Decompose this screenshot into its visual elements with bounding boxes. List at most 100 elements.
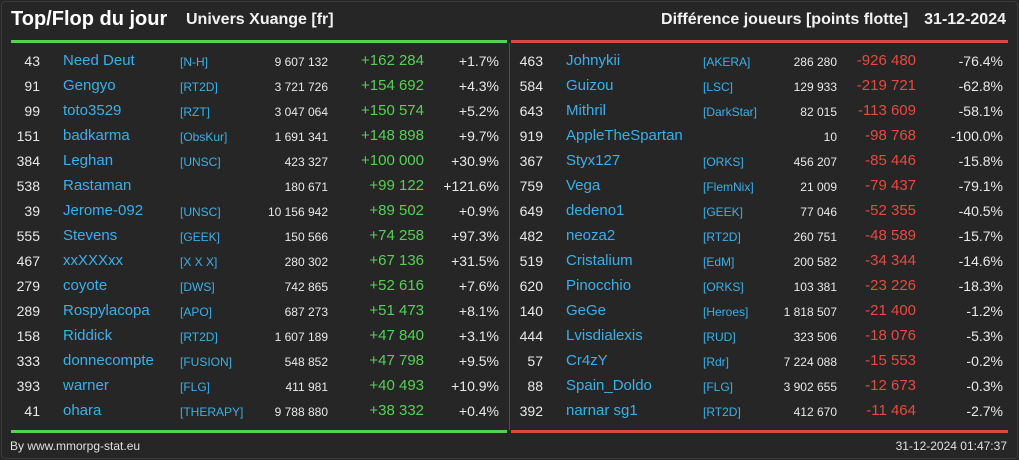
alliance-tag-link[interactable]: [GEEK] [703, 205, 744, 219]
alliance-tag-link[interactable]: [RT2D] [703, 405, 741, 419]
player-rank: 367 [519, 153, 543, 169]
player-name-link[interactable]: badkarma [63, 127, 130, 144]
player-name-link[interactable]: Pinocchio [566, 277, 632, 294]
player-points: 9 788 880 [274, 405, 328, 419]
player-rank: 140 [519, 303, 543, 319]
player-name-link[interactable]: Lvisdialexis [566, 327, 643, 344]
percent-change: +9.7% [458, 128, 499, 144]
player-rank: 289 [16, 303, 40, 319]
percent-change: +97.3% [451, 228, 499, 244]
player-name-link[interactable]: Vega [566, 177, 601, 194]
alliance-tag-link[interactable]: [N-H] [180, 55, 208, 69]
flop-row: 367 Styx127 [ORKS] 456 207 -85 446 -15.8% [511, 149, 1008, 174]
percent-change: -40.5% [958, 203, 1003, 219]
player-points: 3 047 064 [274, 105, 328, 119]
alliance-tag-link[interactable]: [UNSC] [180, 205, 221, 219]
player-name-link[interactable]: ohara [63, 402, 102, 419]
header-right: Différence joueurs [points flotte] 31-12-… [645, 11, 1006, 29]
player-name-link[interactable]: Stevens [63, 227, 118, 244]
alliance-tag-link[interactable]: [FLG] [703, 380, 734, 394]
alliance-tag-link[interactable]: [X X X] [180, 255, 218, 269]
player-points: 412 670 [793, 405, 837, 419]
percent-change: +10.9% [451, 378, 499, 394]
alliance-tag-link[interactable]: [FlemNix] [703, 180, 754, 194]
top-row: 289 Rospylacopa [APO] 687 273 +51 473 +8.1% [11, 299, 507, 324]
player-name-link[interactable]: GeGe [566, 302, 607, 319]
player-name-link[interactable]: Cristalium [566, 252, 633, 269]
player-name-link[interactable]: Rastaman [63, 177, 132, 194]
player-name-link[interactable]: xxXXXxx [63, 252, 124, 269]
player-name-link[interactable]: coyote [63, 277, 108, 294]
alliance-tag-link[interactable]: [RT2D] [180, 330, 218, 344]
player-points: 742 865 [284, 280, 328, 294]
player-name-link[interactable]: Mithril [566, 102, 606, 119]
player-rank: 463 [519, 53, 543, 69]
player-name-link[interactable]: narnar sg1 [566, 402, 638, 419]
player-name-link[interactable]: Gengyo [63, 77, 116, 94]
alliance-tag-link[interactable]: [UNSC] [180, 155, 221, 169]
player-name-link[interactable]: Styx127 [566, 152, 621, 169]
player-name-link[interactable]: Guizou [566, 77, 614, 94]
alliance-tag-link[interactable]: [RT2D] [703, 230, 741, 244]
alliance-tag-link[interactable]: [RZT] [180, 105, 210, 119]
alliance-tag-link[interactable]: [DWS] [180, 280, 215, 294]
alliance-tag-link[interactable]: [FUSION] [180, 355, 233, 369]
player-points: 1 607 189 [274, 330, 328, 344]
percent-change: +9.5% [458, 353, 499, 369]
flop-row: 392 narnar sg1 [RT2D] 412 670 -11 464 -2.7% [511, 399, 1008, 424]
alliance-tag-link[interactable]: [EdM] [703, 255, 735, 269]
percent-change: -15.8% [958, 153, 1003, 169]
player-name-link[interactable]: dedeno1 [566, 202, 625, 219]
player-name-link[interactable]: Leghan [63, 152, 114, 169]
player-points: 3 721 726 [274, 80, 328, 94]
player-name-link[interactable]: AppleTheSpartan [566, 127, 683, 144]
alliance-tag-link[interactable]: [Heroes] [703, 305, 749, 319]
player-name-link[interactable]: warner [63, 377, 109, 394]
alliance-tag-link[interactable]: [APO] [180, 305, 213, 319]
player-name-link[interactable]: Need Deut [63, 52, 135, 69]
alliance-tag-link[interactable]: [FLG] [180, 380, 211, 394]
alliance-tag-link[interactable]: [RUD] [703, 330, 736, 344]
top-row: 555 Stevens [GEEK] 150 566 +74 258 +97.3% [11, 224, 507, 249]
alliance-tag-link[interactable]: [AKERA] [703, 55, 751, 69]
player-points: 10 156 942 [267, 205, 328, 219]
player-points: 323 506 [793, 330, 837, 344]
points-difference: -11 464 [866, 402, 916, 419]
player-name-link[interactable]: Cr4zY [566, 352, 608, 369]
player-rank: 279 [16, 278, 40, 294]
alliance-tag-link[interactable]: [ObsKur] [180, 130, 228, 144]
alliance-tag-link[interactable]: [LSC] [703, 80, 734, 94]
player-rank: 584 [519, 78, 543, 94]
player-points: 286 280 [793, 55, 837, 69]
flop-row: 519 Cristalium [EdM] 200 582 -34 344 -14.6% [511, 249, 1008, 274]
points-difference: -219 721 [856, 77, 916, 94]
percent-change: -62.8% [958, 78, 1003, 94]
alliance-tag-link[interactable]: [DarkStar] [703, 105, 758, 119]
percent-change: +7.6% [458, 278, 499, 294]
top-row: 39 Jerome-092 [UNSC] 10 156 942 +89 502 +0.9% [11, 199, 507, 224]
percent-change: -58.1% [958, 103, 1003, 119]
percent-change: +30.9% [451, 153, 499, 169]
alliance-tag-link[interactable]: [RT2D] [180, 80, 218, 94]
player-name-link[interactable]: Rospylacopa [63, 302, 150, 319]
player-name-link[interactable]: Spain_Doldo [566, 377, 652, 394]
alliance-tag-link[interactable]: [ORKS] [703, 280, 744, 294]
flop-row: 643 Mithril [DarkStar] 82 015 -113 609 -58.1% [511, 99, 1008, 124]
flop-row: 584 Guizou [LSC] 129 933 -219 721 -62.8% [511, 74, 1008, 99]
player-name-link[interactable]: Johnykii [566, 52, 621, 69]
player-name-link[interactable]: Jerome-092 [63, 202, 144, 219]
player-name-link[interactable]: donnecompte [63, 352, 154, 369]
player-name-link[interactable]: toto3529 [63, 102, 122, 119]
player-points: 3 902 655 [783, 380, 837, 394]
player-name-link[interactable]: Riddick [63, 327, 113, 344]
percent-change: +5.2% [458, 103, 499, 119]
player-rank: 88 [527, 378, 543, 394]
top-row: 158 Riddick [RT2D] 1 607 189 +47 840 +3.1% [11, 324, 507, 349]
alliance-tag-link[interactable]: [Rdr] [703, 355, 730, 369]
player-name-link[interactable]: neoza2 [566, 227, 616, 244]
alliance-tag-link[interactable]: [ORKS] [703, 155, 744, 169]
player-points: 1 691 341 [274, 130, 328, 144]
flop-row: 620 Pinocchio [ORKS] 103 381 -23 226 -18.3% [511, 274, 1008, 299]
alliance-tag-link[interactable]: [THERAPY] [180, 405, 244, 419]
alliance-tag-link[interactable]: [GEEK] [180, 230, 221, 244]
